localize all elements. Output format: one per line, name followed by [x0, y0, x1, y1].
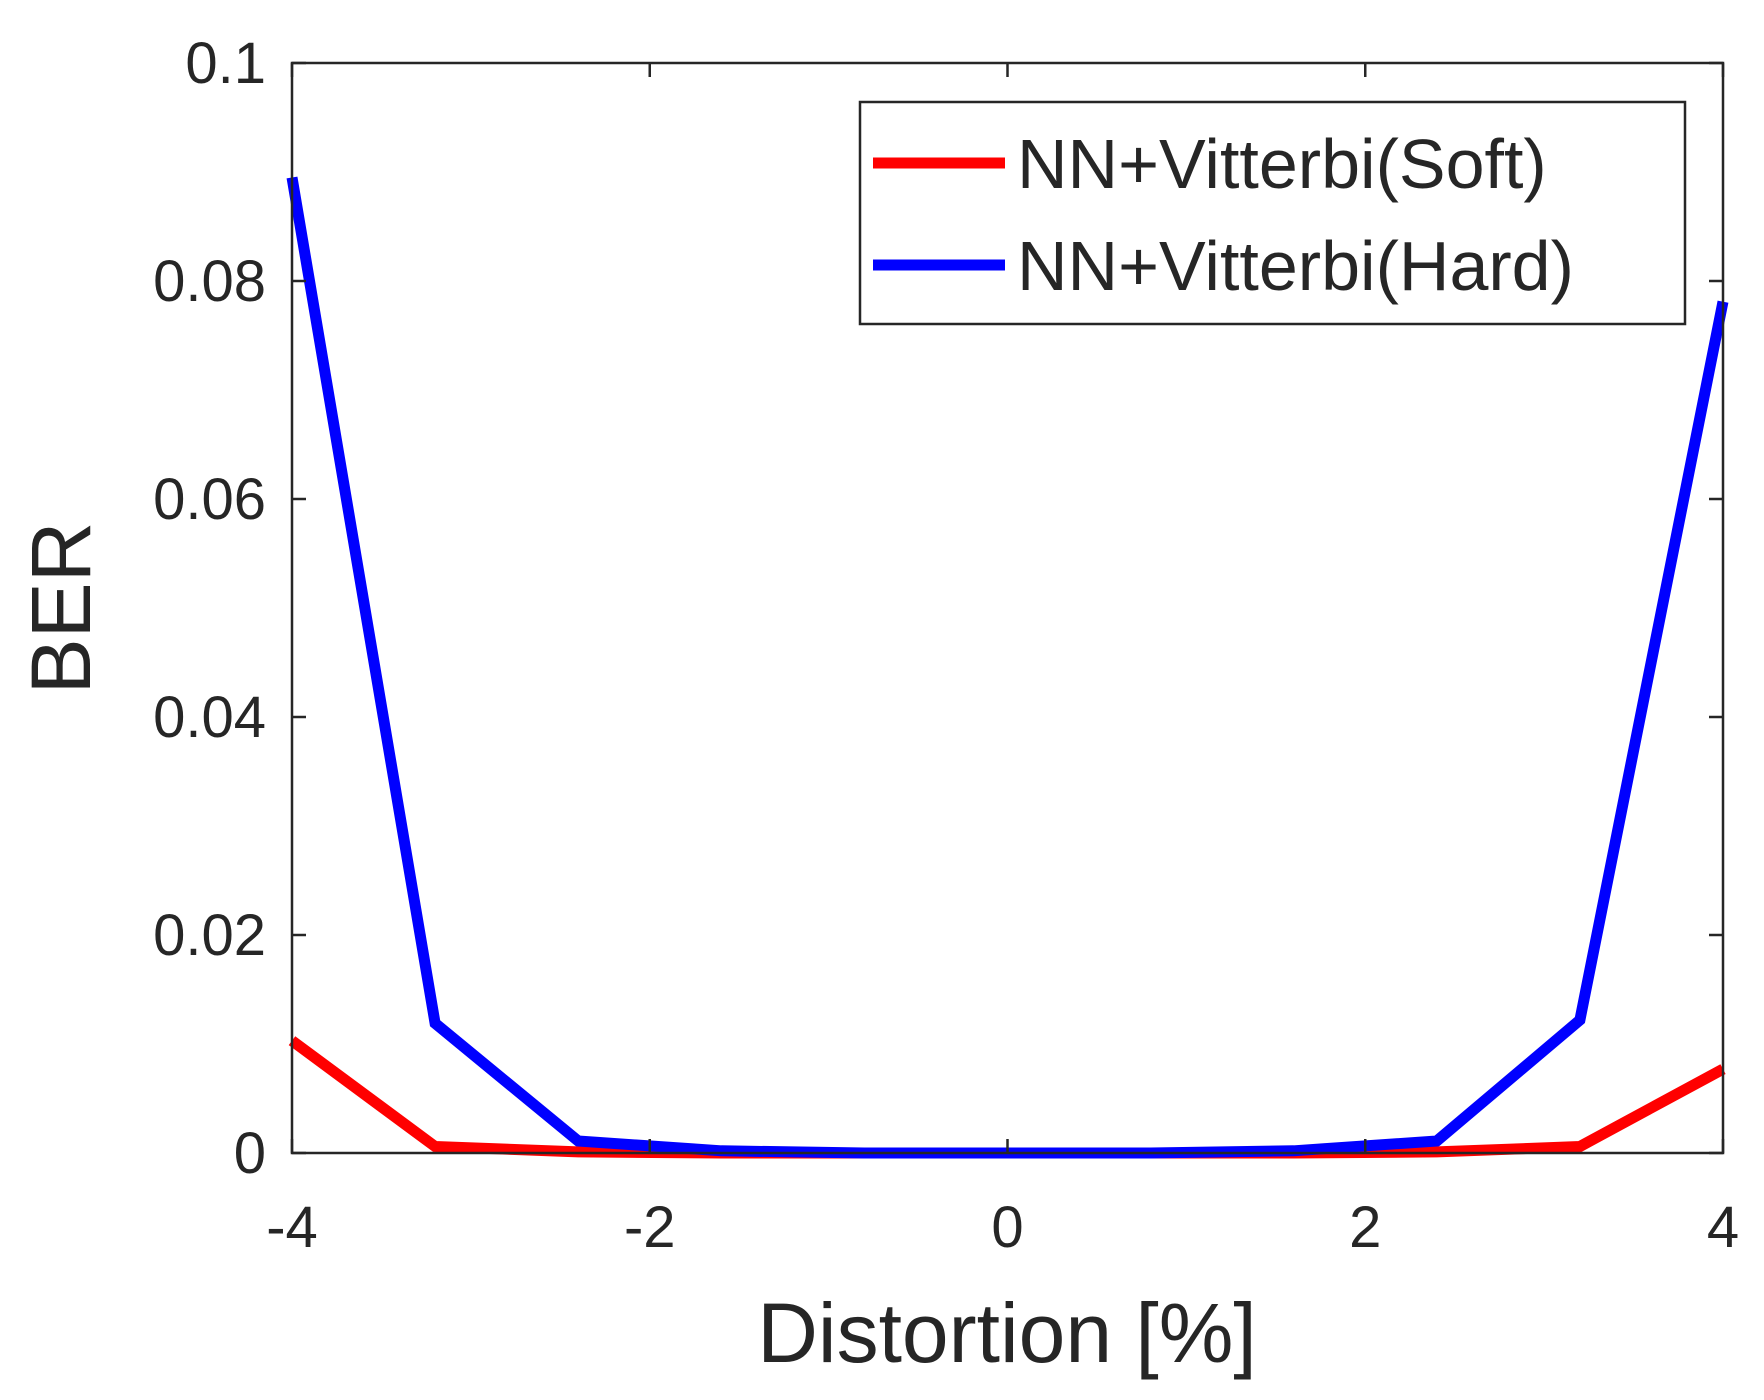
- axis-ticks: -4 -2 0 2 4 0 0.02 0.04 0.06 0.08 0.1: [153, 31, 1739, 1260]
- legend-label-soft: NN+Vitterbi(Soft): [1017, 125, 1547, 203]
- x-tick-label: -2: [624, 1195, 676, 1260]
- x-tick-label: 2: [1349, 1195, 1381, 1260]
- y-tick-label: 0.04: [153, 685, 266, 750]
- y-tick-label: 0.08: [153, 249, 266, 314]
- x-axis-label: Distortion [%]: [757, 1286, 1257, 1380]
- y-tick-label: 0.1: [185, 31, 266, 96]
- x-tick-label: 4: [1707, 1195, 1739, 1260]
- x-tick-label: 0: [991, 1195, 1023, 1260]
- y-tick-label: 0.06: [153, 467, 266, 532]
- x-tick-label: -4: [266, 1195, 318, 1260]
- legend-label-hard: NN+Vitterbi(Hard): [1017, 227, 1574, 305]
- y-tick-label: 0.02: [153, 903, 266, 968]
- y-tick-label: 0: [234, 1121, 266, 1186]
- legend: NN+Vitterbi(Soft) NN+Vitterbi(Hard): [858, 100, 1687, 326]
- legend-box: [858, 100, 1687, 326]
- y-axis-label: BER: [14, 522, 108, 695]
